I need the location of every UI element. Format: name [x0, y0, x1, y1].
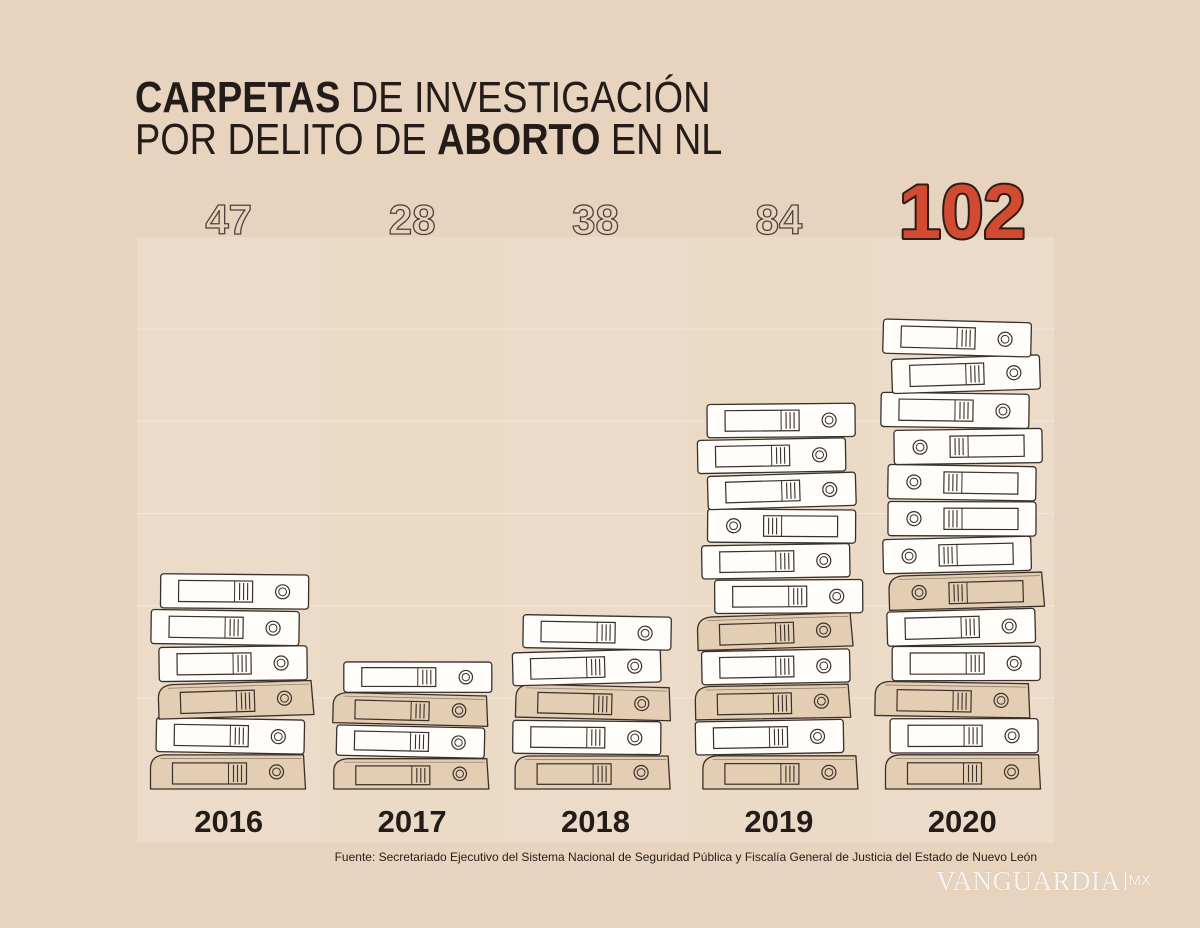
binder — [343, 661, 493, 694]
binder — [882, 535, 1033, 575]
bar-2019 — [694, 402, 864, 790]
bar-2017 — [332, 661, 493, 790]
value-label-2018: 38 — [572, 196, 619, 243]
year-label-2017: 2017 — [378, 804, 447, 839]
value-label-2016: 47 — [205, 196, 252, 243]
title-line-1: CARPETAS DE INVESTIGACIÓN — [135, 76, 722, 120]
binder — [694, 718, 845, 756]
vanguardia-logo: VANGUARDIA MX — [936, 866, 1151, 896]
binder — [155, 716, 306, 755]
title-keyword-aborto: ABORTO — [437, 115, 601, 164]
binder — [335, 724, 486, 759]
binder — [891, 645, 1041, 682]
binder — [706, 508, 857, 544]
binder — [159, 573, 310, 610]
binder — [890, 354, 1041, 395]
binder — [893, 427, 1043, 466]
title-text: DE INVESTIGACIÓN — [350, 73, 711, 122]
binder-back — [157, 679, 315, 720]
bars — [149, 318, 1046, 790]
binder — [880, 391, 1030, 430]
binder — [700, 648, 851, 686]
binder-back — [694, 683, 852, 721]
binder — [887, 500, 1037, 537]
title-keyword-carpetas: CARPETAS — [135, 73, 341, 122]
bar-2020 — [874, 318, 1046, 790]
year-label-2018: 2018 — [561, 804, 630, 839]
binder — [700, 542, 851, 580]
binder-back — [333, 758, 490, 790]
title-text: EN NL — [610, 115, 723, 164]
value-label-2017: 28 — [389, 196, 436, 243]
title-text: POR DELITO DE — [135, 115, 427, 164]
source-note: Fuente: Secretariado Ejecutivo del Siste… — [334, 850, 1037, 864]
binder-back — [332, 692, 489, 728]
binder — [522, 614, 672, 651]
title-line-2: POR DELITO DE ABORTO EN NL — [135, 118, 722, 162]
binder-back — [514, 755, 671, 790]
binder — [150, 608, 300, 647]
binder-back — [888, 571, 1046, 612]
bar-2018 — [511, 614, 672, 790]
year-label-2016: 2016 — [194, 804, 263, 839]
binder — [882, 318, 1033, 358]
binder — [706, 471, 857, 511]
binder — [696, 437, 847, 475]
binder — [886, 607, 1037, 647]
binder — [158, 645, 308, 683]
logo-suffix: MX — [1124, 872, 1151, 890]
binder-back — [874, 680, 1031, 719]
binder-back — [702, 755, 859, 790]
binder — [511, 648, 662, 687]
binder — [706, 402, 856, 439]
binder — [889, 717, 1039, 754]
year-label-2019: 2019 — [744, 804, 813, 839]
year-labels: 2016 2017 2018 2019 2020 — [194, 804, 997, 839]
binder-back — [884, 754, 1042, 790]
bar-2016 — [149, 573, 315, 790]
logo-wordmark: VANGUARDIA — [936, 866, 1121, 896]
binder — [512, 719, 662, 756]
chart-title: CARPETAS DE INVESTIGACIÓN POR DELITO DE … — [135, 76, 722, 162]
value-label-2020: 102 — [899, 170, 1026, 255]
value-labels: 47 28 38 84 102 — [205, 168, 1028, 257]
binder-back — [514, 683, 672, 722]
year-label-2020: 2020 — [928, 804, 997, 839]
binder-back — [696, 612, 854, 652]
binder — [887, 463, 1037, 502]
binder — [713, 578, 864, 615]
value-label-2019: 84 — [756, 196, 803, 243]
binder-back — [149, 754, 307, 790]
